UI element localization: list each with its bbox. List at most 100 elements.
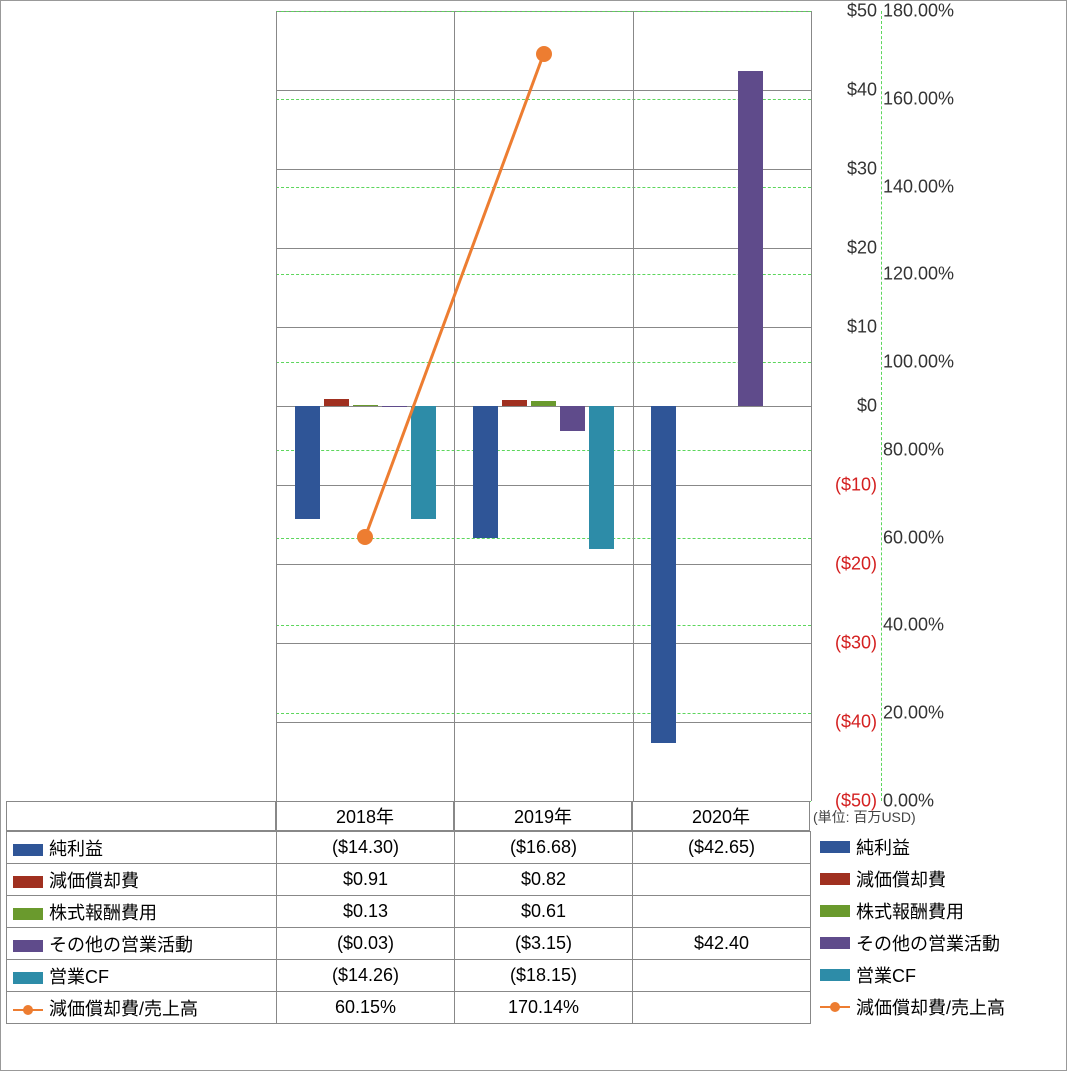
- bar-net_income: [473, 406, 498, 538]
- series-value: ($14.30): [277, 832, 455, 864]
- legend-swatch: [13, 908, 43, 920]
- category-divider: [276, 11, 277, 801]
- y1-gridline: [276, 643, 811, 644]
- series-value: $0.13: [277, 896, 455, 928]
- y1-tick-label: ($40): [817, 712, 877, 733]
- bar-depreciation: [502, 400, 527, 406]
- bar-net_income: [295, 406, 320, 519]
- y2-tick-label: 140.00%: [883, 176, 954, 197]
- series-value: [633, 992, 811, 1024]
- y2-gridline: [276, 625, 811, 626]
- y2-axis: [881, 11, 882, 801]
- y1-tick-label: $0: [817, 396, 877, 417]
- category-header: 2018年: [276, 801, 454, 831]
- table-row: 減価償却費/売上高60.15%170.14%: [7, 992, 811, 1024]
- y2-gridline: [276, 11, 811, 12]
- bar-op_cf: [411, 406, 436, 519]
- series-value: ($0.03): [277, 928, 455, 960]
- line-marker: [536, 46, 552, 62]
- y2-gridline: [276, 274, 811, 275]
- series-value: 60.15%: [277, 992, 455, 1024]
- category-divider: [811, 11, 812, 801]
- table-row: 純利益($14.30)($16.68)($42.65): [7, 832, 811, 864]
- y1-tick-label: $40: [817, 80, 877, 101]
- legend-label: 減価償却費: [856, 866, 946, 892]
- bar-stock_comp: [353, 405, 378, 406]
- y1-tick-label: $50: [817, 1, 877, 22]
- bar-op_cf: [589, 406, 614, 549]
- legend-item: 純利益: [816, 831, 1061, 863]
- y2-tick-label: 40.00%: [883, 615, 944, 636]
- legend-item: その他の営業活動: [816, 927, 1061, 959]
- chart-container: $50$40$30$20$10$0($10)($20)($30)($40)($5…: [0, 0, 1067, 1071]
- series-value: 170.14%: [455, 992, 633, 1024]
- legend-item: 減価償却費: [816, 863, 1061, 895]
- y2-tick-label: 20.00%: [883, 703, 944, 724]
- y1-axis-labels: $50$40$30$20$10$0($10)($20)($30)($40)($5…: [817, 11, 877, 801]
- legend-item: 営業CF: [816, 959, 1061, 991]
- y2-tick-label: 80.00%: [883, 439, 944, 460]
- y1-tick-label: ($20): [817, 554, 877, 575]
- legend-line-icon: [13, 1004, 43, 1016]
- legend-swatch: [820, 873, 850, 885]
- y1-gridline: [276, 564, 811, 565]
- y1-gridline: [276, 248, 811, 249]
- series-value: ($16.68): [455, 832, 633, 864]
- category-header-row: 2018年2019年2020年: [6, 801, 811, 831]
- y2-tick-label: 100.00%: [883, 352, 954, 373]
- y1-gridline: [276, 722, 811, 723]
- series-value: ($42.65): [633, 832, 811, 864]
- series-value: [633, 896, 811, 928]
- series-value: ($3.15): [455, 928, 633, 960]
- y1-tick-label: ($10): [817, 475, 877, 496]
- bar-stock_comp: [531, 401, 556, 406]
- series-value: $0.82: [455, 864, 633, 896]
- category-header: 2020年: [632, 801, 810, 831]
- bar-other_ops: [738, 71, 763, 406]
- series-label: その他の営業活動: [7, 928, 277, 960]
- series-label: 減価償却費/売上高: [7, 992, 277, 1024]
- line-marker: [357, 529, 373, 545]
- series-value: ($18.15): [455, 960, 633, 992]
- legend-item: 減価償却費/売上高: [816, 991, 1061, 1023]
- y2-tick-label: 160.00%: [883, 88, 954, 109]
- y1-tick-label: $30: [817, 159, 877, 180]
- y1-tick-label: $10: [817, 317, 877, 338]
- right-legend: 純利益減価償却費株式報酬費用その他の営業活動営業CF 減価償却費/売上高: [816, 831, 1061, 1023]
- series-value: ($14.26): [277, 960, 455, 992]
- y1-tick-label: ($30): [817, 633, 877, 654]
- legend-swatch: [13, 972, 43, 984]
- legend-swatch: [820, 905, 850, 917]
- legend-label: 営業CF: [856, 962, 916, 988]
- series-label: 純利益: [7, 832, 277, 864]
- y2-gridline: [276, 99, 811, 100]
- plot-area: [276, 11, 811, 801]
- category-header: 2019年: [454, 801, 632, 831]
- series-value: $42.40: [633, 928, 811, 960]
- y2-tick-label: 180.00%: [883, 1, 954, 22]
- y2-gridline: [276, 362, 811, 363]
- series-label: 減価償却費: [7, 864, 277, 896]
- bar-net_income: [651, 406, 676, 743]
- y2-tick-label: 60.00%: [883, 527, 944, 548]
- table-row: 減価償却費$0.91$0.82: [7, 864, 811, 896]
- legend-label: 株式報酬費用: [856, 898, 964, 924]
- legend-label: その他の営業活動: [856, 930, 1000, 956]
- y1-gridline: [276, 485, 811, 486]
- data-table: 純利益($14.30)($16.68)($42.65)減価償却費$0.91$0.…: [6, 831, 811, 1024]
- y1-gridline: [276, 406, 811, 407]
- series-value: $0.91: [277, 864, 455, 896]
- category-header-blank: [6, 801, 276, 831]
- legend-label: 純利益: [856, 834, 910, 860]
- y2-tick-label: 120.00%: [883, 264, 954, 285]
- y2-gridline: [276, 450, 811, 451]
- bar-other_ops: [560, 406, 585, 431]
- y1-gridline: [276, 169, 811, 170]
- series-value: $0.61: [455, 896, 633, 928]
- table-row: 株式報酬費用$0.13$0.61: [7, 896, 811, 928]
- y1-gridline: [276, 327, 811, 328]
- series-label: 株式報酬費用: [7, 896, 277, 928]
- bar-depreciation: [324, 399, 349, 406]
- y2-gridline: [276, 187, 811, 188]
- table-row: その他の営業活動($0.03)($3.15)$42.40: [7, 928, 811, 960]
